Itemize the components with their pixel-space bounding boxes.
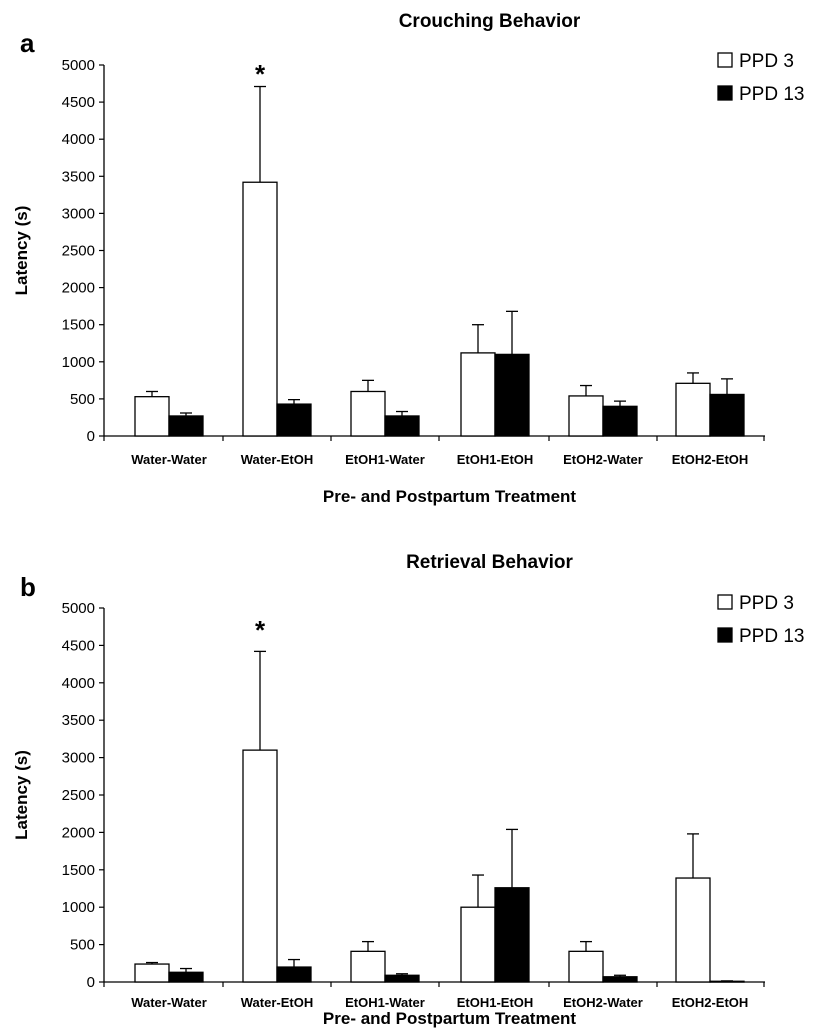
bar-ppd13 [168,971,204,983]
bar-ppd3 [460,352,496,437]
significance-marker: * [255,59,266,89]
y-tick-label: 500 [70,937,95,954]
y-tick-label: 2000 [62,280,95,297]
bar-ppd13 [494,887,530,983]
bar-ppd3 [134,963,170,983]
y-tick-label: 3500 [62,168,95,185]
bar-ppd3 [350,950,386,983]
legend-swatch-ppd3 [717,594,733,610]
significance-marker: * [255,615,266,645]
bar-ppd3 [568,950,604,983]
bar-ppd3 [568,395,604,437]
y-tick-label: 2500 [62,787,95,804]
legend-swatch-ppd13 [717,627,733,643]
y-tick-label: 1000 [62,354,95,371]
legend-swatch-ppd3 [717,52,733,68]
x-tick-label: EtOH1-EtOH [457,995,534,1010]
y-tick-label: 3000 [62,205,95,222]
x-axis-title: Pre- and Postpartum Treatment [323,1009,577,1028]
y-tick-label: 3500 [62,712,95,729]
bar-ppd13 [384,415,420,437]
y-axis-title: Latency (s) [12,750,31,840]
bar-ppd13 [276,966,312,983]
x-tick-label: EtOH1-Water [345,452,425,467]
legend-label: PPD 3 [739,51,794,72]
bar-ppd13 [494,353,530,437]
panel-letter: a [20,28,35,58]
bar-ppd13 [602,976,638,983]
y-tick-label: 1500 [62,317,95,334]
legend-label: PPD 13 [739,626,804,647]
y-tick-label: 2000 [62,824,95,841]
x-axis-title: Pre- and Postpartum Treatment [323,487,577,506]
bar-ppd3 [460,906,496,983]
bar-ppd3 [134,396,170,437]
y-tick-label: 1500 [62,862,95,879]
bar-ppd3 [675,382,711,437]
bar-ppd3 [350,390,386,437]
x-tick-label: EtOH2-EtOH [672,995,749,1010]
bar-ppd13 [709,393,745,437]
bar-ppd13 [602,405,638,437]
y-tick-label: 3000 [62,750,95,767]
legend-swatch-ppd13 [717,85,733,101]
bar-ppd3 [675,877,711,983]
panel-letter: b [20,572,36,602]
y-tick-label: 4500 [62,637,95,654]
legend-label: PPD 3 [739,593,794,614]
y-axis-title: Latency (s) [12,206,31,296]
x-tick-label: Water-EtOH [241,995,313,1010]
y-tick-label: 500 [70,391,95,408]
x-tick-label: EtOH2-Water [563,995,643,1010]
legend-label: PPD 13 [739,84,804,105]
x-tick-label: EtOH1-EtOH [457,452,534,467]
y-tick-label: 5000 [62,57,95,74]
bar-ppd3 [242,181,278,437]
x-tick-label: Water-Water [131,452,207,467]
y-tick-label: 4500 [62,94,95,111]
x-tick-label: Water-Water [131,995,207,1010]
y-tick-label: 2500 [62,243,95,260]
y-tick-label: 0 [87,974,95,991]
bar-ppd13 [384,974,420,983]
x-tick-label: EtOH2-Water [563,452,643,467]
y-tick-label: 5000 [62,600,95,617]
chart-title: Retrieval Behavior [406,552,573,573]
x-tick-label: EtOH2-EtOH [672,452,749,467]
bar-ppd3 [242,749,278,983]
y-tick-label: 4000 [62,131,95,148]
bar-ppd13 [276,403,312,437]
y-tick-label: 1000 [62,899,95,916]
y-tick-label: 4000 [62,675,95,692]
x-tick-label: Water-EtOH [241,452,313,467]
chart-title: Crouching Behavior [399,11,581,32]
y-tick-label: 0 [87,428,95,445]
bar-ppd13 [168,415,204,437]
x-tick-label: EtOH1-Water [345,995,425,1010]
